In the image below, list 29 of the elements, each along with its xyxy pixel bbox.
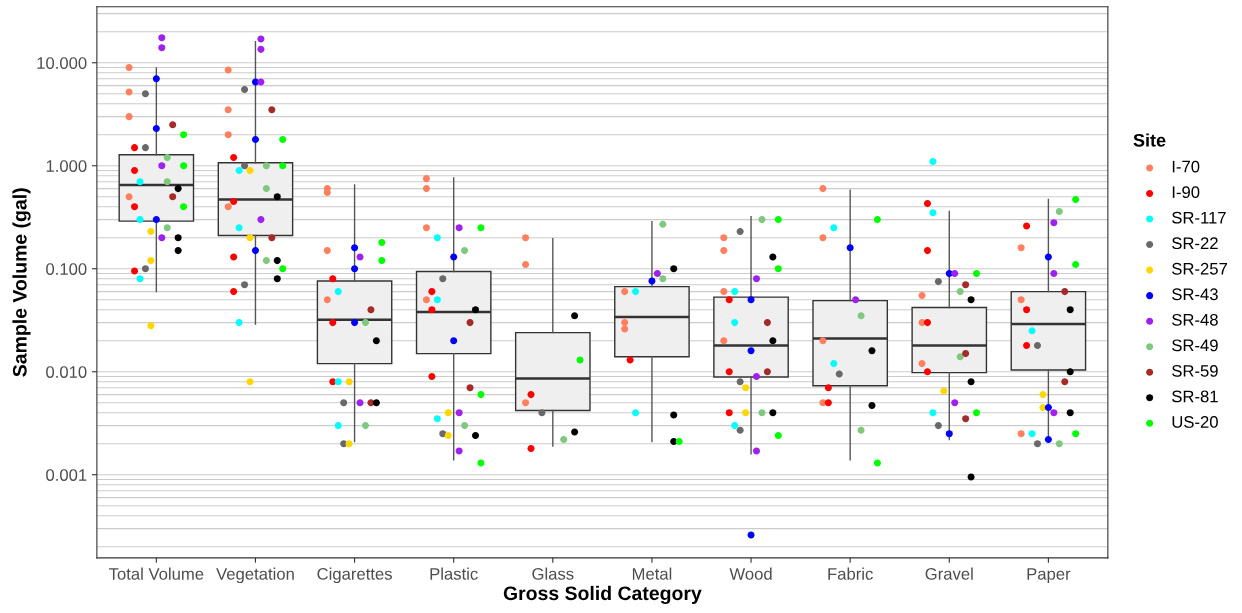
- legend-label: SR-117: [1172, 211, 1226, 224]
- x-tick-label: Gravel: [925, 567, 973, 580]
- x-tick-label: Wood: [729, 567, 772, 580]
- x-tick-label: Paper: [1027, 568, 1071, 584]
- legend-label: SR-43: [1172, 288, 1218, 301]
- y-tick-label: 0.100: [46, 263, 87, 275]
- y-axis-title: Sample Volume (gal): [12, 188, 31, 377]
- y-tick-label: 0.001: [46, 469, 87, 481]
- x-tick-label: Fabric: [828, 567, 873, 580]
- y-tick-label: 10.000: [37, 57, 87, 69]
- legend-label: SR-257: [1172, 262, 1227, 275]
- y-tick-label: 1.000: [46, 160, 87, 172]
- x-axis-title: Gross Solid Category: [503, 585, 702, 605]
- x-tick-label: Metal: [632, 567, 672, 580]
- x-tick-label: Glass: [532, 567, 574, 580]
- legend-label: SR-48: [1172, 313, 1218, 326]
- legend-label: SR-81: [1172, 390, 1218, 403]
- x-tick-label: Vegetation: [216, 567, 294, 584]
- legend-label: US-20: [1172, 416, 1218, 428]
- legend-label: SR-59: [1172, 364, 1218, 377]
- y-tick-label: 0.010: [46, 366, 87, 378]
- legend-label: I-70: [1172, 160, 1200, 173]
- legend-title: Site: [1133, 133, 1166, 147]
- legend-label: SR-22: [1172, 237, 1218, 250]
- legend-label: I-90: [1172, 186, 1200, 199]
- x-tick-label: Total Volume: [109, 567, 204, 580]
- legend-label: SR-49: [1172, 339, 1218, 352]
- x-tick-label: Cigarettes: [317, 567, 392, 584]
- x-tick-label: Plastic: [430, 567, 478, 580]
